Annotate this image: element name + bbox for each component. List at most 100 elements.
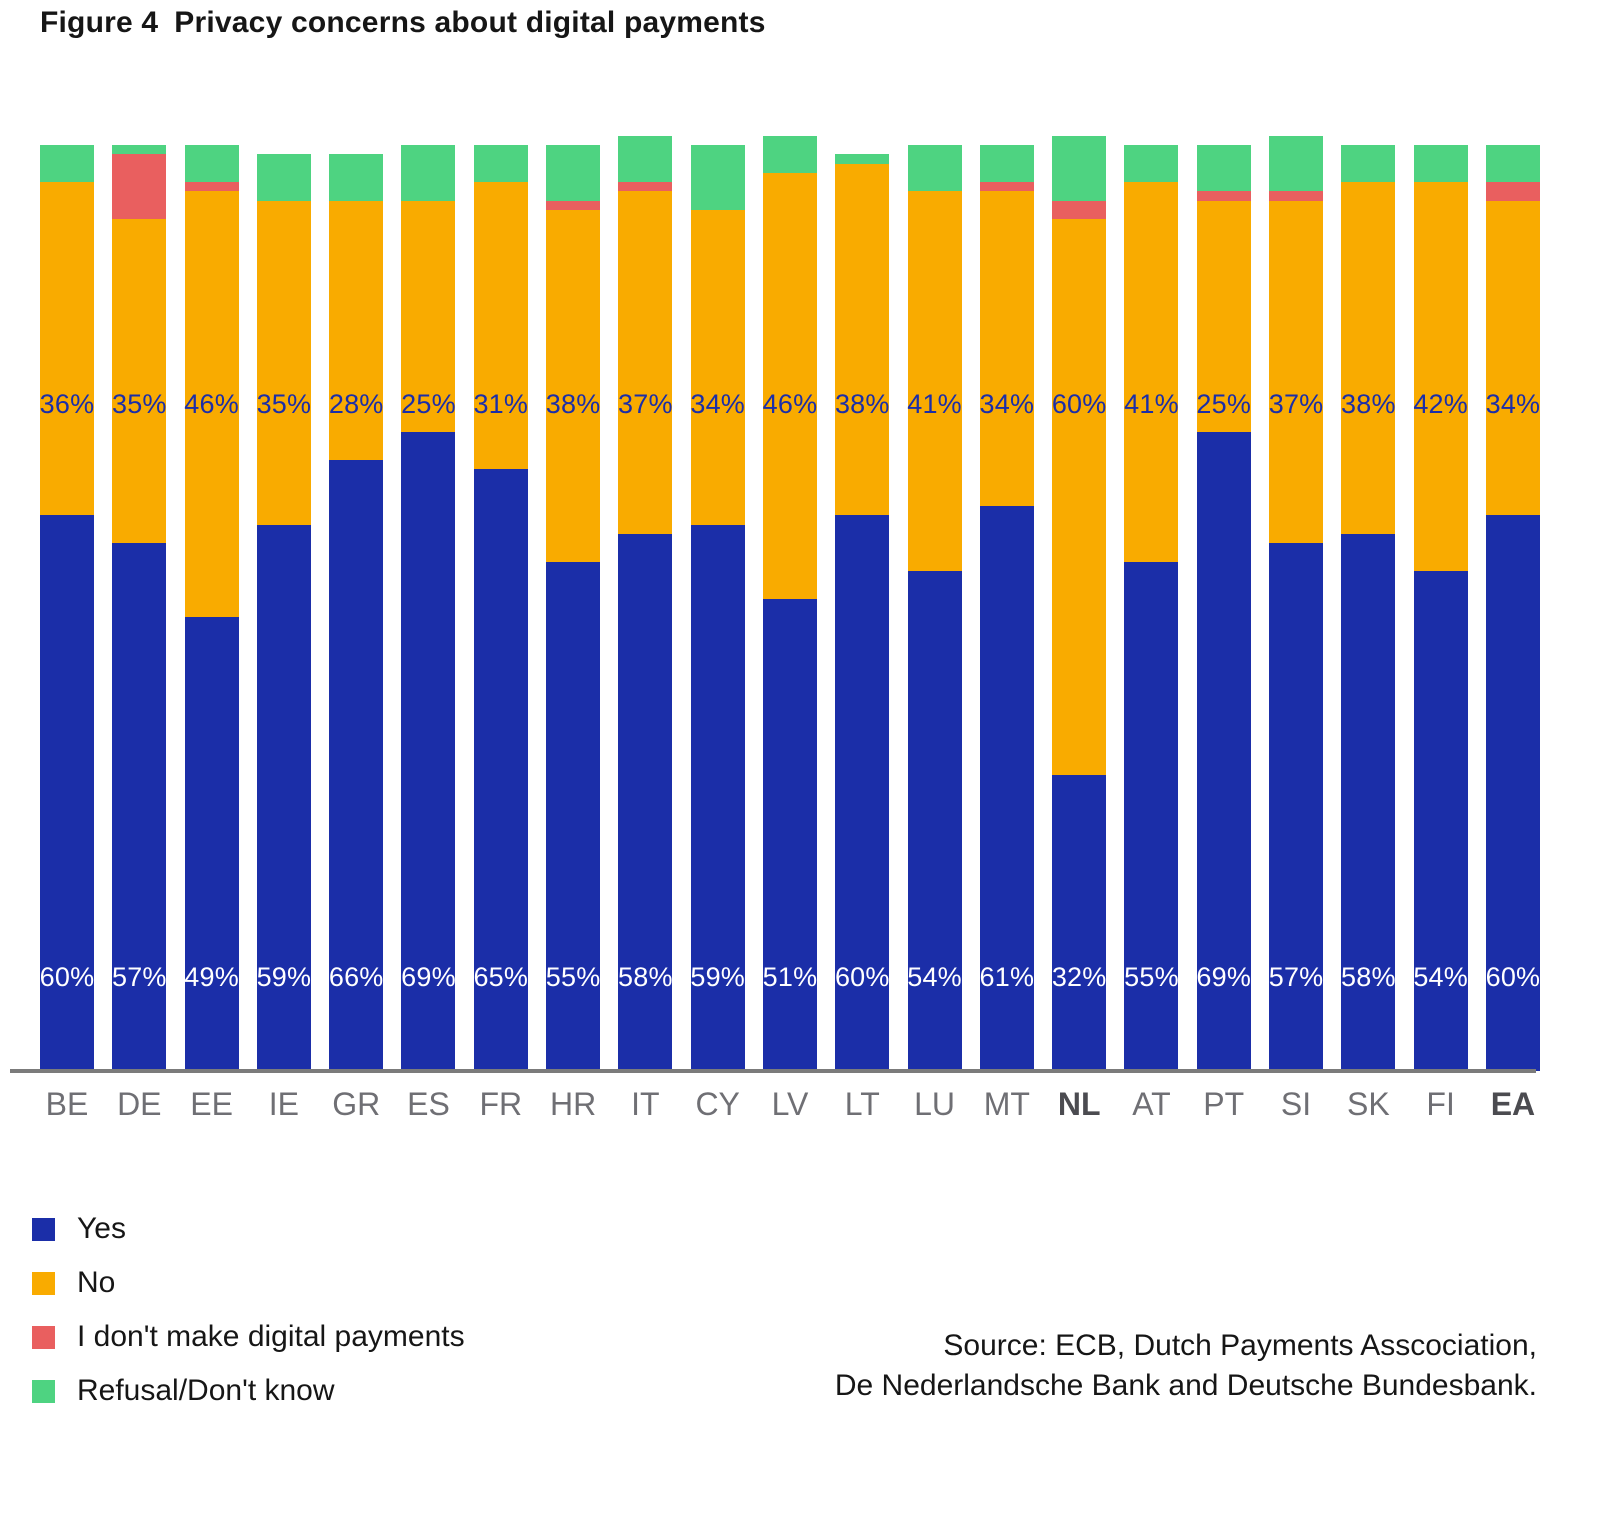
figure-title-text: Privacy concerns about digital payments <box>174 6 766 39</box>
segment-yes <box>1269 543 1324 1071</box>
bar-BE: 60% 36% <box>40 145 94 1071</box>
bar-HR: 55% 38% <box>546 145 600 1071</box>
yes-value-label: 54% <box>1413 962 1468 992</box>
segment-refusal-don-t-know <box>184 145 239 183</box>
yes-value-label: 60% <box>1485 962 1541 992</box>
source-note: Source: ECB, Dutch Payments Asscociation… <box>835 1326 1537 1406</box>
segment-refusal-don-t-know <box>1413 145 1468 183</box>
legend-label: I don't make digital payments <box>77 1320 465 1353</box>
axis-label-EE: EE <box>190 1086 233 1122</box>
no-value-label: 37% <box>1268 389 1324 419</box>
segment-no <box>329 200 384 460</box>
no-value-label: 36% <box>39 389 95 419</box>
segment-no <box>184 191 239 618</box>
axis-label-EA: EA <box>1490 1086 1536 1122</box>
segment-no <box>40 182 94 516</box>
bar-FR: 65% 31% <box>473 145 529 1071</box>
legend-label: Yes <box>77 1212 126 1245</box>
yes-value-label: 60% <box>39 962 95 992</box>
axis-label-HR: HR <box>549 1086 597 1122</box>
legend-swatch <box>32 1325 55 1349</box>
segment-no <box>256 200 311 525</box>
bar-MT: 61% 34% <box>980 145 1034 1071</box>
segment-yes <box>979 506 1034 1071</box>
yes-value-label: 65% <box>473 962 529 992</box>
axis-label-ES: ES <box>407 1086 450 1122</box>
segment-yes <box>1413 570 1468 1071</box>
segment-yes <box>1485 515 1540 1071</box>
segment-refusal-don-t-know <box>256 154 311 201</box>
bar-SI: 57% 37% <box>1268 135 1324 1071</box>
segment-refusal-don-t-know <box>979 145 1034 183</box>
segment-yes <box>329 459 384 1071</box>
segment-refusal-don-t-know <box>762 135 817 173</box>
bar-EA: 60% 34% <box>1486 145 1540 1071</box>
segment-no <box>1341 182 1396 534</box>
segment-no <box>1413 182 1468 571</box>
source-line-1: Source: ECB, Dutch Payments Asscociation… <box>943 1329 1537 1362</box>
segment-refusal-don-t-know <box>329 154 384 201</box>
segment-no <box>1124 182 1179 562</box>
axis-label-FI: FI <box>1426 1086 1455 1122</box>
segment-yes <box>473 469 528 1071</box>
no-value-label: 38% <box>834 389 890 419</box>
bar-NL: 32% 60% <box>1051 135 1107 1071</box>
segment-no <box>1052 219 1107 775</box>
yes-value-label: 55% <box>545 962 601 992</box>
segment-yes <box>1196 432 1251 1071</box>
no-value-label: 34% <box>690 389 745 419</box>
no-value-label: 28% <box>328 389 384 419</box>
segment-no <box>979 191 1034 507</box>
segment-refusal-don-t-know <box>401 145 456 201</box>
yes-value-label: 55% <box>1124 962 1179 992</box>
yes-value-label: 58% <box>618 962 673 992</box>
axis-label-SI: SI <box>1280 1086 1312 1122</box>
bar-LU: 54% 41% <box>907 145 962 1071</box>
segment-refusal-don-t-know <box>1485 145 1540 183</box>
legend-swatch <box>32 1379 55 1403</box>
bar-FI: 54% 42% <box>1413 145 1468 1071</box>
bar-IE: 59% 35% <box>257 154 311 1071</box>
legend-swatch <box>32 1217 55 1241</box>
segment-yes <box>1124 561 1179 1071</box>
segment-no <box>835 163 890 516</box>
segment-no <box>1269 200 1324 544</box>
segment-refusal-don-t-know <box>112 145 167 155</box>
segment-no <box>112 219 167 544</box>
yes-value-label: 51% <box>762 962 818 992</box>
segment-i-don-t-make-digital-payments <box>1052 200 1107 220</box>
segment-no <box>546 209 601 562</box>
axis-label-AT: AT <box>1132 1086 1171 1122</box>
legend-item: Yes <box>32 1202 465 1256</box>
legend-item: I don't make digital payments <box>32 1310 465 1364</box>
bar-ES: 69% 25% <box>401 145 456 1071</box>
segment-refusal-don-t-know <box>473 145 528 183</box>
yes-value-label: 57% <box>111 962 167 992</box>
segment-i-don-t-make-digital-payments <box>112 154 167 220</box>
no-value-label: 60% <box>1051 389 1107 419</box>
segment-i-don-t-make-digital-payments <box>1485 182 1540 201</box>
segment-yes <box>1052 774 1107 1071</box>
bar-CY: 59% 34% <box>690 145 745 1071</box>
no-value-label: 31% <box>473 389 529 419</box>
axis-label-MT: MT <box>983 1086 1030 1122</box>
segment-i-don-t-make-digital-payments <box>618 182 673 192</box>
axis-label-PT: PT <box>1203 1086 1245 1122</box>
segment-no <box>690 209 745 525</box>
figure-number: Figure 4 <box>40 6 159 39</box>
segment-yes <box>256 524 311 1071</box>
axis-label-FR: FR <box>479 1086 523 1122</box>
segment-no <box>907 191 962 571</box>
bar-LT: 60% 38% <box>835 154 889 1071</box>
segment-refusal-don-t-know <box>618 135 673 183</box>
axis-label-LT: LT <box>844 1086 880 1122</box>
segment-refusal-don-t-know <box>835 154 890 164</box>
bar-PT: 69% 25% <box>1196 145 1251 1071</box>
segment-refusal-don-t-know <box>1341 145 1396 183</box>
yes-value-label: 49% <box>184 962 239 992</box>
segment-refusal-don-t-know <box>1196 145 1251 192</box>
segment-refusal-don-t-know <box>1124 145 1179 183</box>
bar-IT: 58% 37% <box>618 135 673 1071</box>
no-value-label: 38% <box>1341 389 1396 419</box>
